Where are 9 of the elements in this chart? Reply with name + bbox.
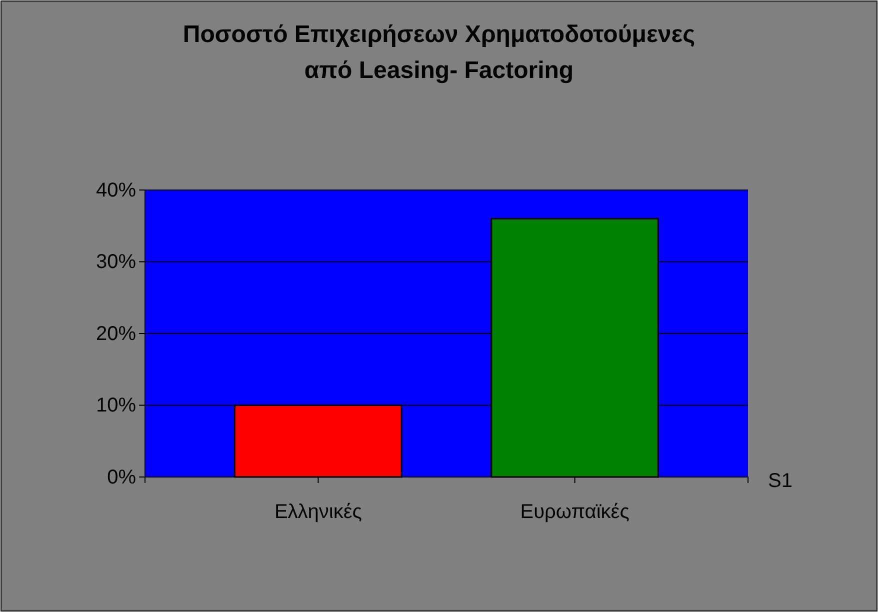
text: S1	[768, 470, 792, 492]
y-tick-label: 10%	[96, 394, 136, 417]
y-tick-label: 40%	[96, 179, 136, 202]
y-tick-label: 30%	[96, 251, 136, 274]
y-tick-label: 20%	[96, 322, 136, 345]
x-tick-label: Ευρωπαϊκές	[520, 501, 630, 523]
chart-title: Ποσοστό Επιχειρήσεων Χρηματοδοτούμενες από Leasing- Factoring	[182, 21, 696, 84]
x-tick-label: Ελληνικές	[274, 501, 362, 523]
y-tick-label: 0%	[107, 466, 136, 488]
